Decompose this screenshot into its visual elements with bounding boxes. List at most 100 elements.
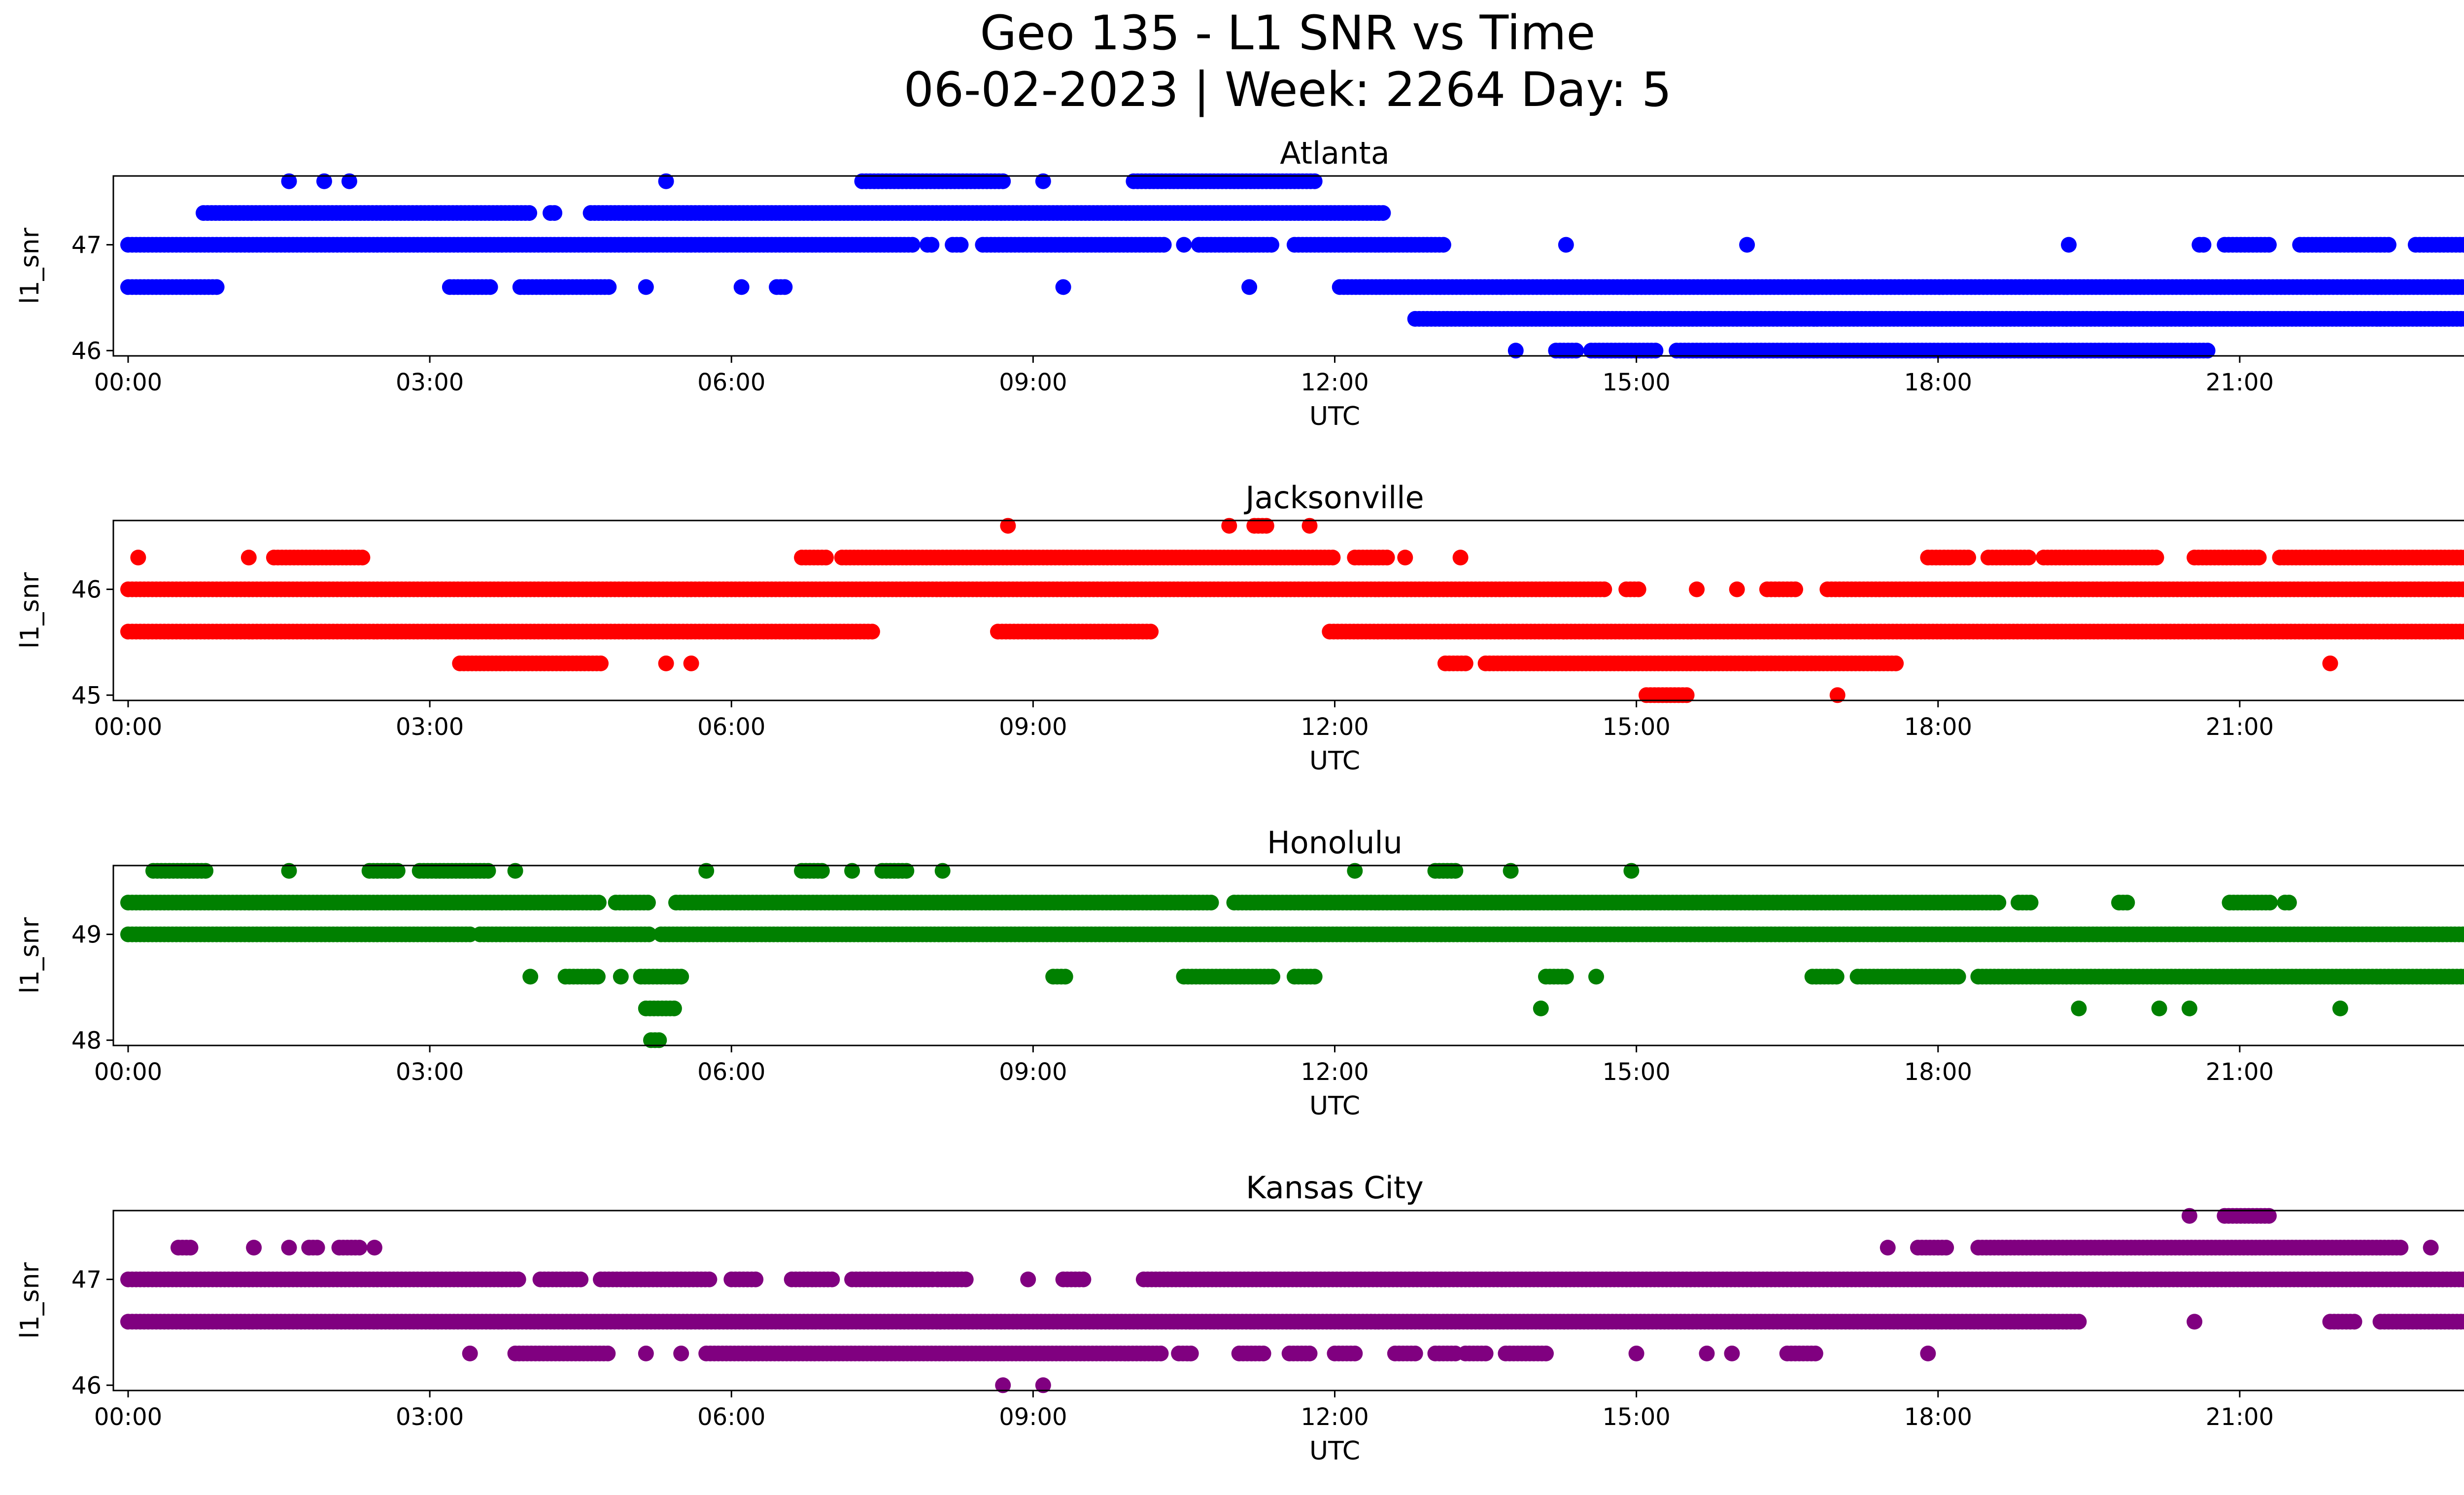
data-point xyxy=(814,863,830,879)
data-point xyxy=(1143,624,1159,640)
data-point xyxy=(208,279,225,295)
data-point xyxy=(1558,237,1574,253)
data-point xyxy=(898,863,915,879)
data-point xyxy=(521,205,538,221)
data-point xyxy=(1265,969,1280,985)
figure-title-line1: Geo 135 - L1 SNR vs Time xyxy=(980,5,1596,61)
data-point xyxy=(1533,1000,1549,1016)
data-point xyxy=(1828,969,1845,985)
data-point xyxy=(864,624,880,640)
data-point xyxy=(281,173,297,189)
x-tick-label: 09:00 xyxy=(999,713,1067,741)
x-tick-label: 03:00 xyxy=(396,1058,464,1086)
data-point xyxy=(1990,895,2007,911)
data-point xyxy=(2181,1208,2197,1224)
x-tick-label: 03:00 xyxy=(396,713,464,741)
y-tick-label: 48 xyxy=(71,1027,102,1054)
y-axis-label: l1_snr xyxy=(15,227,45,304)
data-point xyxy=(1176,237,1192,253)
x-tick-label: 21:00 xyxy=(2206,713,2274,741)
data-point xyxy=(995,173,1011,189)
y-tick-label: 45 xyxy=(71,682,102,709)
data-point xyxy=(246,1240,262,1256)
data-point xyxy=(182,1240,199,1256)
data-point xyxy=(1306,969,1323,985)
x-tick-label: 15:00 xyxy=(1602,369,1670,396)
y-axis-label: l1_snr xyxy=(15,917,45,994)
data-point xyxy=(2020,550,2037,566)
x-tick-label: 18:00 xyxy=(1904,713,1972,741)
data-point xyxy=(281,1240,297,1256)
data-point xyxy=(1301,518,1318,534)
data-point xyxy=(510,1271,526,1287)
y-axis-label: l1_snr xyxy=(15,572,45,649)
data-point xyxy=(1503,863,1519,879)
data-point xyxy=(601,279,617,295)
data-point xyxy=(2148,550,2164,566)
data-point xyxy=(2459,582,2464,597)
data-point xyxy=(1880,1240,1896,1256)
data-point xyxy=(658,173,674,189)
x-tick-label: 00:00 xyxy=(94,713,162,741)
data-point xyxy=(2393,1240,2409,1256)
data-point xyxy=(818,550,834,566)
data-point xyxy=(1960,550,1976,566)
data-point xyxy=(1588,969,1604,985)
data-point xyxy=(1203,895,1219,911)
y-tick-label: 49 xyxy=(71,921,102,949)
data-point xyxy=(1596,581,1612,597)
data-point xyxy=(1739,237,1755,253)
data-point xyxy=(924,237,940,253)
data-point xyxy=(1057,969,1073,985)
data-point xyxy=(2261,1208,2277,1224)
x-tick-label: 09:00 xyxy=(999,369,1067,396)
data-point xyxy=(733,279,750,295)
data-point xyxy=(2460,625,2464,639)
subplot-atlanta: 00:00 03:00 06:00 09:00 12:00 15:00 18:00 21:00… xyxy=(15,135,2464,431)
data-point xyxy=(1306,173,1323,189)
data-point xyxy=(2022,895,2039,911)
x-tick-label: 15:00 xyxy=(1602,713,1670,741)
scatter-points-kansas-city xyxy=(120,1208,2464,1393)
data-point xyxy=(666,1000,682,1016)
x-axis-label: UTC xyxy=(1309,402,1360,431)
data-point xyxy=(673,969,689,985)
data-point xyxy=(2461,551,2464,564)
data-point xyxy=(958,1271,974,1287)
data-point xyxy=(1457,655,1473,671)
data-point xyxy=(777,279,793,295)
data-point xyxy=(953,237,969,253)
data-point xyxy=(1447,863,1464,879)
data-point xyxy=(1435,237,1451,253)
data-point xyxy=(1375,205,1391,221)
data-point xyxy=(240,550,257,566)
data-point xyxy=(1689,581,1705,597)
scatter-points-atlanta xyxy=(120,173,2464,359)
data-point xyxy=(651,1032,667,1048)
data-point xyxy=(2322,655,2338,671)
data-point xyxy=(934,863,951,879)
data-point xyxy=(2195,237,2212,253)
x-tick-label: 12:00 xyxy=(1300,369,1369,396)
data-point xyxy=(480,863,496,879)
data-point xyxy=(1020,1271,1036,1287)
data-point xyxy=(1397,550,1413,566)
data-point xyxy=(1787,581,1803,597)
data-point xyxy=(1829,687,1846,703)
data-point xyxy=(2261,237,2277,253)
subplot-title: Jacksonville xyxy=(1243,480,1424,516)
data-point xyxy=(824,1271,840,1287)
subplot-title: Honolulu xyxy=(1267,825,1403,861)
data-point xyxy=(281,863,297,879)
data-point xyxy=(354,550,371,566)
data-point xyxy=(1258,518,1274,534)
data-point xyxy=(1055,279,1071,295)
data-point xyxy=(638,279,654,295)
x-tick-label: 03:00 xyxy=(396,369,464,396)
data-point xyxy=(547,205,563,221)
data-point xyxy=(641,926,657,942)
x-tick-label: 18:00 xyxy=(1904,369,1972,396)
x-tick-label: 18:00 xyxy=(1904,1058,1972,1086)
